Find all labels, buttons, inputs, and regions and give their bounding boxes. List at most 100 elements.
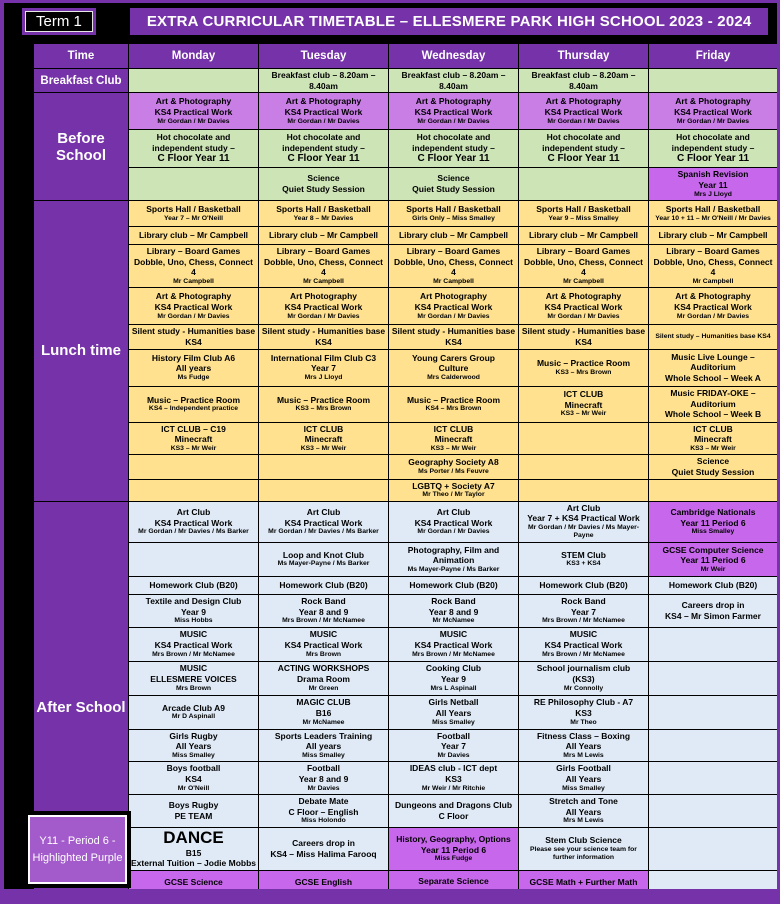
activity-cell: Library – Board Games Dobble, Uno, Chess,… bbox=[258, 243, 389, 289]
activity-line: KS4 Practical Work bbox=[544, 639, 623, 650]
activity-line: Mrs Calderwood bbox=[427, 373, 480, 381]
activity-line: Homework Club (B20) bbox=[409, 580, 498, 591]
activity-cell: GCSE Computer Science Year 11 Period 6 Mr … bbox=[648, 541, 778, 577]
activity-line: Mrs Brown bbox=[305, 650, 342, 658]
activity-cell: Boys Rugby PE TEAM bbox=[128, 794, 259, 828]
activity-line: Fitness Class – Boxing bbox=[536, 730, 631, 741]
activity-line: Girls Football bbox=[556, 763, 611, 774]
activity-line: Year 11 Period 6 bbox=[680, 555, 746, 566]
bottom-accent-bar bbox=[0, 889, 780, 904]
activity-line: Sports Hall / Basketball bbox=[406, 203, 501, 214]
activity-line: Mr Davies bbox=[307, 784, 340, 792]
activity-cell bbox=[128, 454, 259, 480]
activity-cell: MUSIC KS4 Practical Work Mrs Brown / Mr Mc… bbox=[518, 626, 649, 662]
activity-cell: Sports Hall / Basketball Year 9 – Miss Sm… bbox=[518, 199, 649, 227]
activity-cell: Library – Board Games Dobble, Uno, Chess,… bbox=[128, 243, 259, 289]
activity-cell bbox=[648, 826, 778, 871]
timetable-row: Loop and Knot Club Ms Mayer-Payne / Ms Ba… bbox=[34, 541, 778, 577]
activity-cell: Music – Practice Room KS4 – Independent p… bbox=[128, 385, 259, 423]
activity-line: Art & Photography bbox=[155, 96, 232, 107]
activity-line: Ms Mayer-Payne / Ms Barker bbox=[407, 565, 500, 573]
activity-cell: Music FRIDAY-OKE – Auditorium Whole School… bbox=[648, 385, 778, 423]
activity-cell: RE Philosophy Club - A7 KS3 Mr Theo bbox=[518, 694, 649, 730]
timetable-row: Library club – Mr Campbell Library club –… bbox=[34, 225, 778, 245]
activity-line: Loop and Knot Club bbox=[282, 549, 365, 560]
activity-line: Mrs J Lloyd bbox=[694, 190, 732, 198]
activity-line: Art Photography bbox=[419, 291, 488, 302]
activity-line: C Floor – English bbox=[288, 806, 359, 817]
activity-cell: DANCE B15 External Tuition – Jodie Mobbs bbox=[128, 826, 259, 871]
activity-cell: Debate Mate C Floor – English Miss Holondo bbox=[258, 794, 389, 828]
activity-line: Art Club bbox=[176, 506, 211, 517]
activity-line: Mr Davies bbox=[437, 751, 470, 759]
activity-line: Mr O'Neill bbox=[177, 784, 210, 792]
activity-line: History, Geography, Options bbox=[396, 833, 511, 844]
activity-line: Hot chocolate and independent study – bbox=[542, 131, 625, 153]
activity-cell: Music – Practice Room KS3 – Mrs Brown bbox=[518, 348, 649, 387]
activity-cell: Photography, Film and Animation Ms Mayer-… bbox=[388, 541, 519, 577]
activity-cell: Homework Club (B20) bbox=[518, 575, 649, 595]
activity-line: IDEAS club - ICT dept bbox=[409, 763, 498, 774]
activity-line: Mrs Brown / Mr McNamee bbox=[542, 650, 625, 658]
activity-line: Art Photography bbox=[289, 291, 358, 302]
activity-cell: Sports Hall / Basketball Girls Only – Mis… bbox=[388, 199, 519, 227]
activity-line: ICT CLUB bbox=[303, 423, 344, 434]
activity-cell: Art & Photography KS4 Practical Work Mr Go… bbox=[518, 287, 649, 326]
activity-cell: Art Club KS4 Practical Work Mr Gordan / Mr… bbox=[388, 500, 519, 543]
section-label-breakfast-club: Breakfast Club bbox=[33, 67, 129, 94]
activity-line: Rock Band bbox=[561, 595, 606, 606]
activity-line: Mrs J Lloyd bbox=[304, 373, 343, 381]
activity-cell: Art & Photography KS4 Practical Work Mr Go… bbox=[128, 92, 259, 131]
activity-line: Rock Band bbox=[301, 595, 346, 606]
col-header-tuesday: Tuesday bbox=[258, 43, 389, 69]
activity-line: GCSE Computer Science bbox=[662, 544, 764, 555]
activity-line: Hot chocolate and independent study – bbox=[152, 131, 235, 153]
activity-cell: Silent study - Humanities base KS4 bbox=[128, 324, 259, 350]
activity-line: KS4 Practical Work bbox=[284, 107, 363, 117]
activity-line: Minecraft bbox=[694, 434, 732, 445]
activity-line: KS4 Practical Work bbox=[154, 107, 233, 117]
col-header-thursday: Thursday bbox=[518, 43, 649, 69]
activity-line: Mr Gordan / Mr Davies bbox=[157, 312, 230, 320]
activity-line: Dungeons and Dragons Club bbox=[394, 800, 513, 811]
activity-line: Mr Campbell bbox=[303, 277, 344, 285]
activity-line: C Floor Year 11 bbox=[157, 153, 230, 165]
activity-cell: Music – Practice Room KS4 – Mrs Brown bbox=[388, 385, 519, 423]
activity-line: Library club – Mr Campbell bbox=[398, 230, 509, 241]
activity-line: Year 11 bbox=[698, 179, 728, 190]
activity-line: Mrs Brown / Mr McNamee bbox=[152, 650, 235, 658]
activity-cell: Silent study - Humanities base KS4 bbox=[258, 324, 389, 350]
activity-cell: Art & Photography KS4 Practical Work Mr Go… bbox=[258, 92, 389, 131]
activity-line: GCSE Math + Further Math bbox=[529, 877, 638, 888]
activity-line: Library – Board Games bbox=[666, 245, 760, 256]
activity-line: ACTING WORKSHOPS bbox=[277, 663, 370, 674]
activity-line: KS4 Practical Work bbox=[544, 107, 623, 117]
activity-cell: Silent study - Humanities base KS4 bbox=[388, 324, 519, 350]
activity-line: KS4 Practical Work bbox=[674, 107, 752, 117]
activity-line: Art Club bbox=[566, 502, 601, 513]
timetable-row: Girls Rugby All Years Miss Smalley Sports L… bbox=[34, 728, 778, 763]
activity-line: Stretch and Tone bbox=[549, 796, 618, 807]
timetable-row: After School Art Club KS4 Practical Work Mr… bbox=[33, 500, 778, 904]
activity-line: RE Philosophy Club - A7 bbox=[533, 697, 634, 708]
frame-top-strip bbox=[0, 0, 780, 3]
activity-line: Girls Only – Miss Smalley bbox=[412, 214, 495, 222]
activity-line: Sports Hall / Basketball bbox=[146, 203, 241, 214]
activity-cell: Fitness Class – Boxing All Years Mrs M Lew… bbox=[518, 728, 649, 763]
activity-line: MUSIC bbox=[439, 629, 468, 640]
activity-line: Year 9 – Miss Smalley bbox=[548, 214, 619, 222]
activity-line: Miss Holondo bbox=[301, 817, 346, 825]
activity-cell: Silent study – Humanities base KS4 bbox=[648, 324, 778, 350]
legend-line: Y11 - Period 6 - bbox=[39, 835, 116, 847]
activity-line: Debate Mate bbox=[298, 796, 349, 807]
activity-cell bbox=[648, 694, 778, 730]
activity-line: KS4 Practical Work bbox=[284, 639, 363, 650]
activity-cell: Art Club Year 7 + KS4 Practical Work Mr Go… bbox=[518, 500, 649, 543]
activity-cell: Rock Band Year 8 and 9 Mr McNamee bbox=[388, 593, 519, 628]
activity-line: KS4 Practical Work bbox=[414, 302, 493, 313]
col-header-monday: Monday bbox=[128, 43, 259, 69]
activity-line: Careers drop in bbox=[292, 838, 355, 849]
activity-line: Mr Gordan / Mr Davies bbox=[287, 117, 360, 125]
activity-cell: Breakfast club – 8.20am – 8.40am bbox=[388, 67, 519, 94]
activity-line: MUSIC bbox=[309, 629, 338, 640]
